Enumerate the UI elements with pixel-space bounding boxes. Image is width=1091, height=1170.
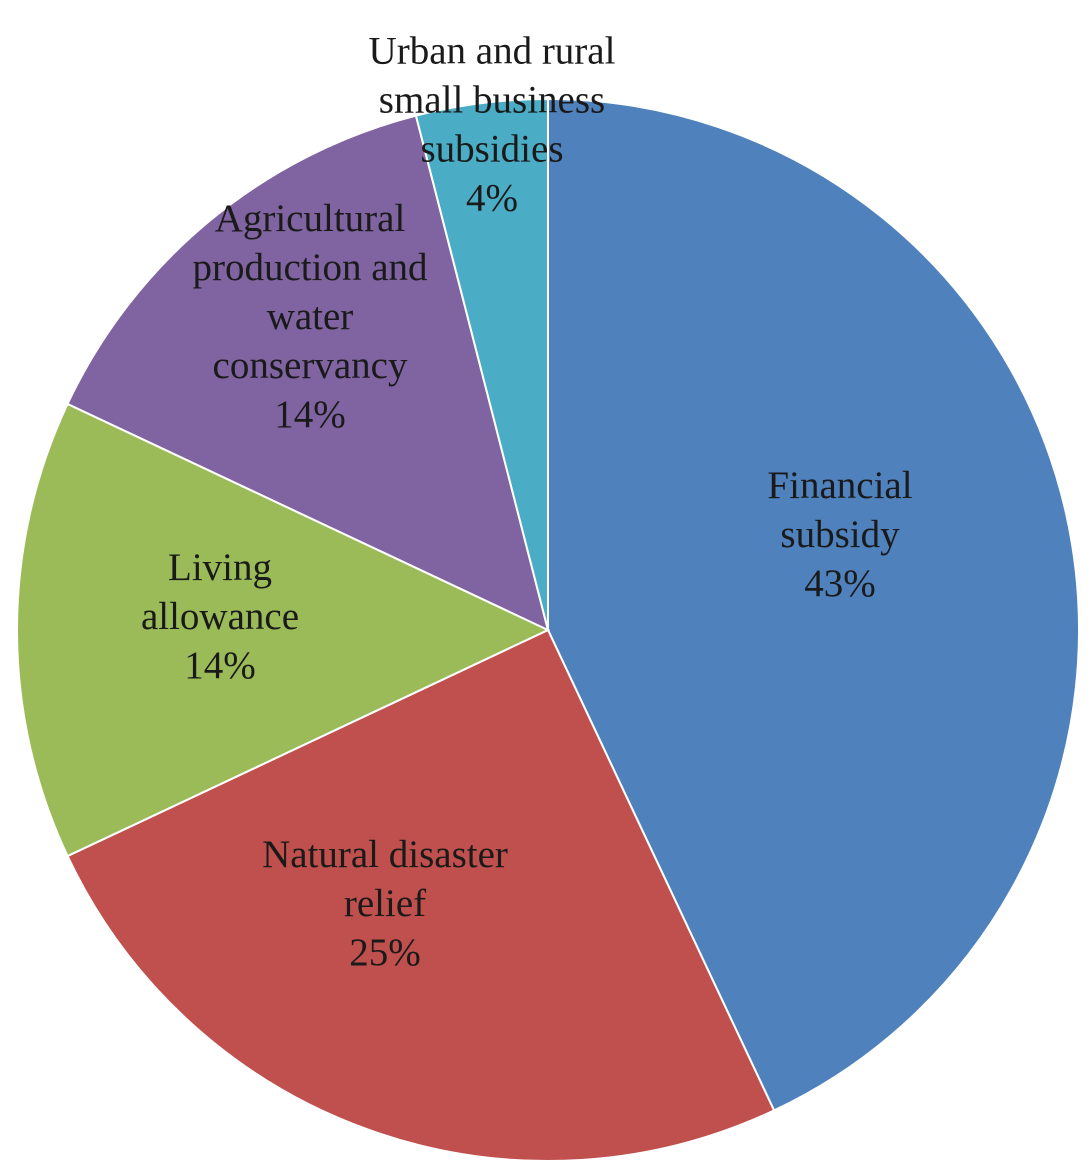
slice-category-label: Natural disaster — [262, 833, 508, 876]
slice-data-label: Financial subsidy 43% — [767, 464, 912, 605]
pie-slices — [16, 97, 1080, 1162]
slice-category-label: small business — [379, 78, 605, 121]
pie-slice — [66, 628, 776, 1162]
pie-labels: Financial subsidy 43% Natural disaster relie… — [141, 29, 913, 974]
slice-category-label: production and — [192, 246, 428, 289]
slice-category-label: Urban and rural — [369, 29, 616, 72]
slice-category-label: water — [267, 295, 354, 338]
pie-slice — [16, 402, 551, 858]
slice-category-label: allowance — [141, 595, 299, 638]
slice-category-label: subsidies — [420, 127, 563, 170]
slice-data-label: Agricultural production and water conservan… — [192, 197, 428, 436]
slice-category-label: conservancy — [213, 344, 408, 387]
slice-data-label: Living allowance 14% — [141, 546, 299, 687]
slice-category-label: Financial — [767, 464, 912, 507]
slice-percent-label: 14% — [184, 644, 256, 687]
pie-slice — [414, 97, 549, 631]
slice-percent-label: 25% — [349, 931, 421, 974]
slice-category-label: Living — [168, 546, 272, 589]
slice-percent-label: 14% — [274, 393, 346, 436]
pie-slice — [547, 97, 1080, 1112]
slice-percent-label: 43% — [804, 562, 876, 605]
pie-slice — [66, 114, 550, 632]
slice-percent-label: 4% — [466, 176, 518, 219]
slice-category-label: subsidy — [780, 513, 900, 556]
slice-category-label: Agricultural — [215, 197, 406, 240]
slice-data-label: Urban and rural small business subsidies 4% — [369, 29, 616, 219]
slice-category-label: relief — [344, 882, 426, 925]
slice-data-label: Natural disaster relief 25% — [262, 833, 508, 974]
